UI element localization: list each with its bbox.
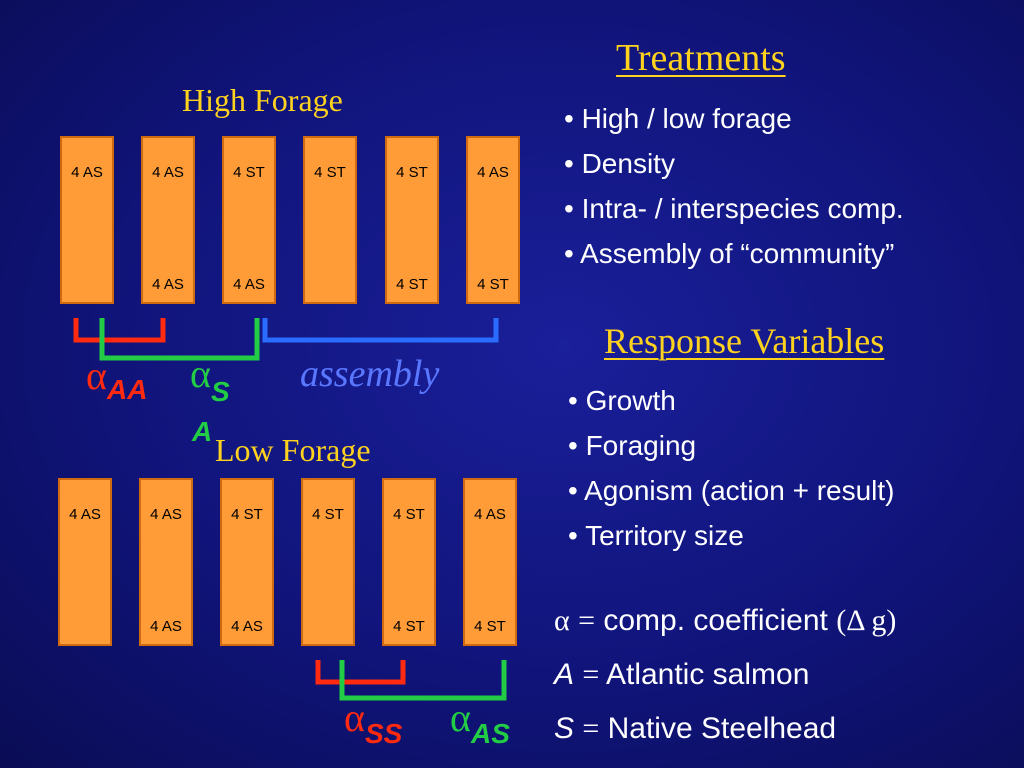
alpha-symbol: α [554, 604, 570, 637]
list-item: • Intra- / interspecies comp. [564, 193, 904, 224]
red-bracket-aa [73, 318, 166, 343]
definition-a: A = Atlantic salmon [554, 648, 896, 702]
equals-sign: = [582, 712, 600, 745]
tank-box: 4 ST 4 AS [222, 136, 276, 304]
tank-bottom-label: 4 AS [233, 276, 265, 293]
tank-box: 4 ST 4 AS [220, 478, 274, 646]
equals-sign: = [578, 604, 595, 637]
tank-box: 4 ST 4 ST [385, 136, 439, 304]
tank-box: 4 ST 4 ST [382, 478, 436, 646]
tank-top-label: 4 ST [393, 506, 425, 523]
equals-sign: = [582, 658, 600, 691]
red-bracket-ss [315, 660, 406, 685]
alpha-ss-subscript: SS [364, 718, 403, 749]
assembly-label: assembly [300, 353, 440, 395]
tank-bottom-label: 4 AS [152, 276, 184, 293]
alpha-symbol: α [344, 695, 365, 740]
tank-box: 4 ST [303, 136, 357, 304]
tank-top-label: 4 ST [314, 164, 346, 181]
a-symbol: A [554, 658, 575, 691]
tank-box: 4 AS [58, 478, 112, 646]
alpha-definition: comp. coefficient [603, 604, 828, 637]
tank-top-label: 4 AS [474, 506, 506, 523]
blue-bracket-assembly [262, 318, 499, 343]
s-symbol: S [554, 712, 575, 745]
green-bracket-as [339, 660, 507, 701]
alpha-ss-label: αSS [344, 694, 402, 749]
alpha-aa-label: αAA [86, 352, 147, 405]
alpha-sa-label: αS [190, 350, 230, 407]
tank-box: 4 AS 4 AS [141, 136, 195, 304]
definitions: α = comp. coefficient (Δ g) A = Atlantic… [554, 594, 896, 756]
list-item: • Assembly of “community” [564, 238, 895, 269]
tank-bottom-label: 4 ST [393, 618, 425, 635]
tank-top-label: 4 ST [231, 506, 263, 523]
tank-top-label: 4 AS [150, 506, 182, 523]
definition-s: S = Native Steelhead [554, 702, 896, 756]
tank-top-label: 4 ST [312, 506, 344, 523]
list-item: • High / low forage [564, 103, 792, 134]
alpha-symbol: α [450, 695, 471, 740]
tank-top-label: 4 AS [69, 506, 101, 523]
tank-bottom-label: 4 AS [231, 618, 263, 635]
response-variables-list: • Growth • Foraging • Agonism (action + … [568, 378, 895, 558]
low-forage-title: Low Forage [215, 432, 371, 468]
tank-top-label: 4 ST [396, 164, 428, 181]
tank-box: 4 AS 4 AS [139, 478, 193, 646]
tank-box: 4 ST [301, 478, 355, 646]
response-variables-title: Response Variables [604, 321, 885, 361]
treatments-list: • High / low forage • Density • Intra- /… [564, 96, 904, 276]
treatments-title: Treatments [616, 37, 786, 79]
tank-bottom-label: 4 ST [396, 276, 428, 293]
tank-box: 4 AS 4 ST [466, 136, 520, 304]
tank-box: 4 AS [60, 136, 114, 304]
alpha-sa-subscript-2: A [192, 416, 213, 447]
tank-box: 4 AS 4 ST [463, 478, 517, 646]
green-bracket-sa [99, 318, 260, 361]
s-definition: Native Steelhead [607, 712, 837, 745]
list-item: • Growth [568, 385, 676, 416]
alpha-units: (Δ g) [836, 604, 897, 637]
a-definition: Atlantic salmon [605, 658, 810, 691]
definition-alpha: α = comp. coefficient (Δ g) [554, 594, 896, 648]
alpha-sa-subscript: S [210, 376, 230, 407]
tank-top-label: 4 AS [71, 164, 103, 181]
list-item: • Density [564, 148, 675, 179]
tank-top-label: 4 AS [152, 164, 184, 181]
alpha-as-subscript: AS [470, 718, 510, 749]
list-item: • Agonism (action + result) [568, 475, 895, 506]
list-item: • Foraging [568, 430, 697, 461]
alpha-symbol: α [190, 351, 211, 396]
list-item: • Territory size [568, 520, 744, 551]
alpha-as-label: αAS [450, 694, 510, 749]
tank-top-label: 4 AS [477, 164, 509, 181]
tank-bottom-label: 4 ST [474, 618, 506, 635]
high-forage-title: High Forage [182, 82, 343, 118]
alpha-symbol: α [86, 353, 107, 398]
tank-bottom-label: 4 ST [477, 276, 509, 293]
tank-bottom-label: 4 AS [150, 618, 182, 635]
alpha-aa-subscript: AA [106, 374, 148, 405]
tank-top-label: 4 ST [233, 164, 265, 181]
